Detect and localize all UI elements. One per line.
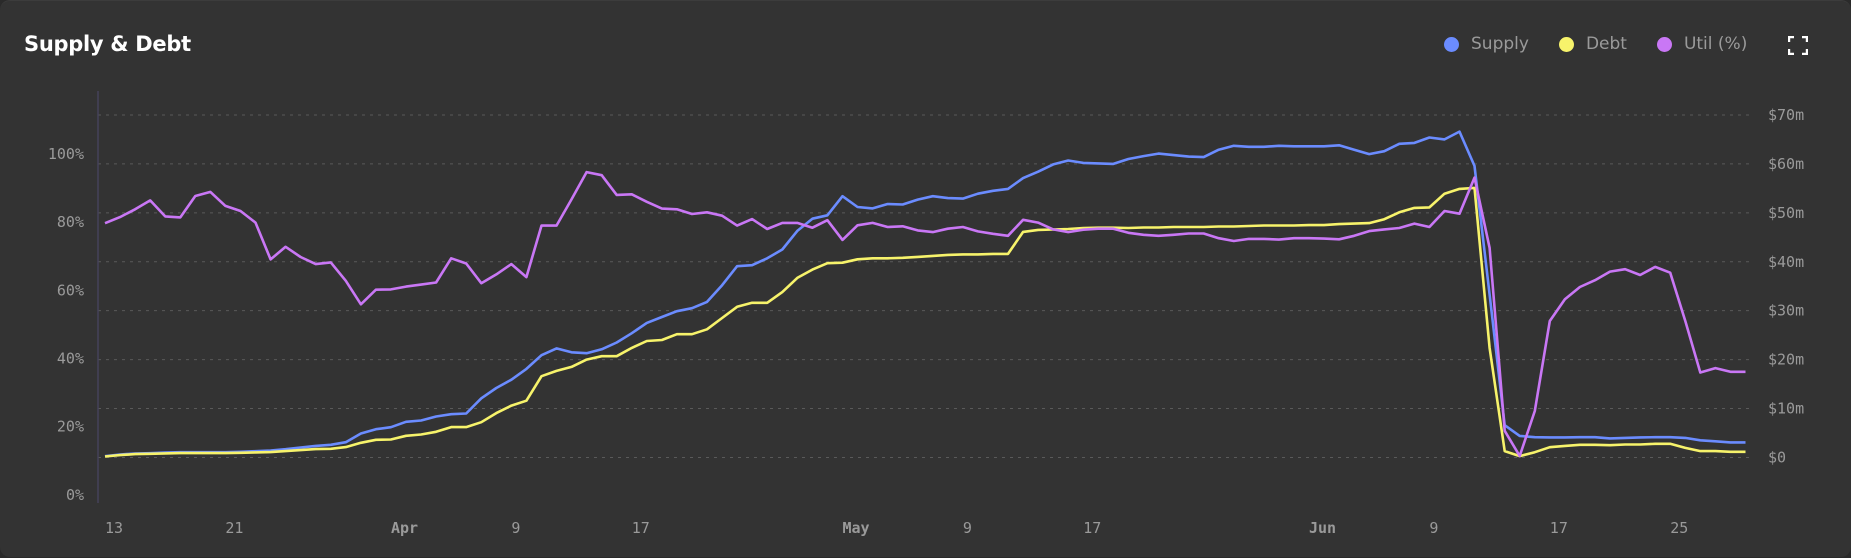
x-tick-label: 9 xyxy=(1429,519,1438,537)
x-tick-label: 17 xyxy=(632,519,650,537)
series-line-debt xyxy=(104,186,1746,458)
series-lines xyxy=(104,130,1746,458)
x-tick-label: 21 xyxy=(225,519,243,537)
supply-dot-icon xyxy=(1444,36,1459,52)
x-tick-label: 17 xyxy=(1550,519,1568,537)
left-tick-label: 60% xyxy=(57,281,84,299)
x-tick-label: Apr xyxy=(391,519,418,537)
left-tick-label: 100% xyxy=(48,145,84,163)
legend-label-debt: Debt xyxy=(1585,34,1627,54)
series-line-util xyxy=(104,170,1746,458)
legend-item-supply[interactable]: Supply xyxy=(1444,34,1529,54)
left-tick-label: 80% xyxy=(57,213,84,231)
right-axis-ticks: $0 $10m $20m $30m $40m $50m $60m $70m xyxy=(1768,106,1804,466)
fullscreen-icon[interactable] xyxy=(1787,35,1809,56)
legend-item-debt[interactable]: Debt xyxy=(1558,34,1627,54)
legend-label-supply: Supply xyxy=(1471,34,1529,54)
right-tick-label: $30m xyxy=(1768,302,1804,320)
x-tick-label: 13 xyxy=(105,519,123,537)
left-tick-label: 0% xyxy=(66,486,84,504)
right-tick-label: $0 xyxy=(1768,448,1786,466)
left-tick-label: 20% xyxy=(57,418,84,436)
x-axis-ticks: 13 21 Apr 9 17 May 9 17 Jun 9 17 25 xyxy=(105,519,1688,537)
x-tick-label: May xyxy=(842,519,869,537)
right-tick-label: $10m xyxy=(1768,400,1804,418)
x-tick-label: Jun xyxy=(1309,519,1336,537)
left-axis-ticks: 0% 20% 40% 60% 80% 100% xyxy=(48,145,84,504)
fullscreen-icon-svg xyxy=(1787,35,1809,56)
right-tick-label: $50m xyxy=(1768,204,1804,222)
x-tick-label: 25 xyxy=(1670,519,1688,537)
x-tick-label: 9 xyxy=(511,519,520,537)
legend-label-util: Util (%) xyxy=(1683,34,1748,54)
legend-item-util[interactable]: Util (%) xyxy=(1656,34,1748,54)
left-tick-label: 40% xyxy=(57,350,84,368)
series-line-supply xyxy=(104,130,1746,458)
right-tick-label: $60m xyxy=(1768,155,1804,173)
chart-title: Supply & Debt xyxy=(24,32,191,56)
right-tick-label: $20m xyxy=(1768,351,1804,369)
legend: Supply Debt Util (%) xyxy=(1444,34,1777,54)
right-tick-label: $70m xyxy=(1768,106,1804,124)
right-tick-label: $40m xyxy=(1768,253,1804,271)
x-tick-label: 17 xyxy=(1083,519,1101,537)
util-dot-icon xyxy=(1656,36,1672,52)
x-tick-label: 9 xyxy=(963,519,972,537)
debt-dot-icon xyxy=(1558,36,1574,52)
